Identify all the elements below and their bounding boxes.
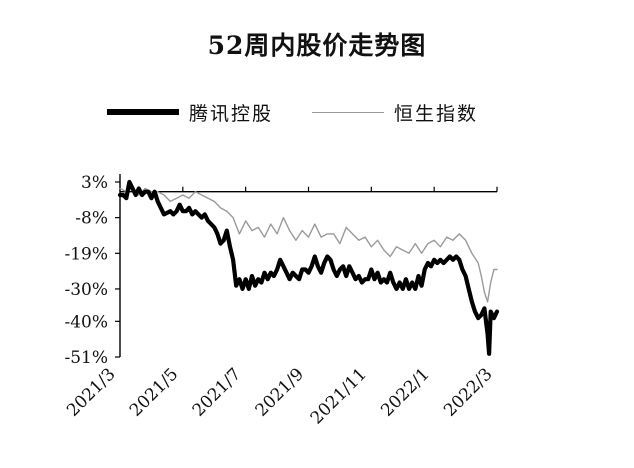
x-tick-label: 2021/3 [63,364,119,420]
x-tick-label: 2021/9 [252,364,308,420]
y-tick-label: -8% [75,209,108,229]
series-line-hsi [119,187,498,303]
x-tick-label: 2021/7 [189,364,245,420]
x-tick-label: 2021/11 [307,364,371,428]
chart-title: 52周内股价走势图 [207,31,427,60]
legend-swatch-hsi [312,111,384,113]
legend-item-hsi: 恒生指数 [312,96,478,128]
y-tick-label: -51% [64,348,108,368]
y-tick-label: -30% [64,280,108,300]
legend-swatch-tencent [107,109,179,115]
legend-label-hsi: 恒生指数 [394,102,479,125]
series-line-tencent [117,179,500,356]
x-tick-label: 2021/5 [126,364,182,420]
x-tick-label: 2022/1 [377,364,433,420]
legend-label-tencent: 腾讯控股 [189,102,274,125]
x-tick-label: 2022/3 [440,364,496,420]
y-tick-label: 3% [81,173,108,193]
y-tick-label: -19% [64,244,108,264]
y-tick-label: -40% [64,312,108,332]
legend: 腾讯控股 恒生指数 [0,96,634,128]
legend-item-tencent: 腾讯控股 [107,96,273,128]
